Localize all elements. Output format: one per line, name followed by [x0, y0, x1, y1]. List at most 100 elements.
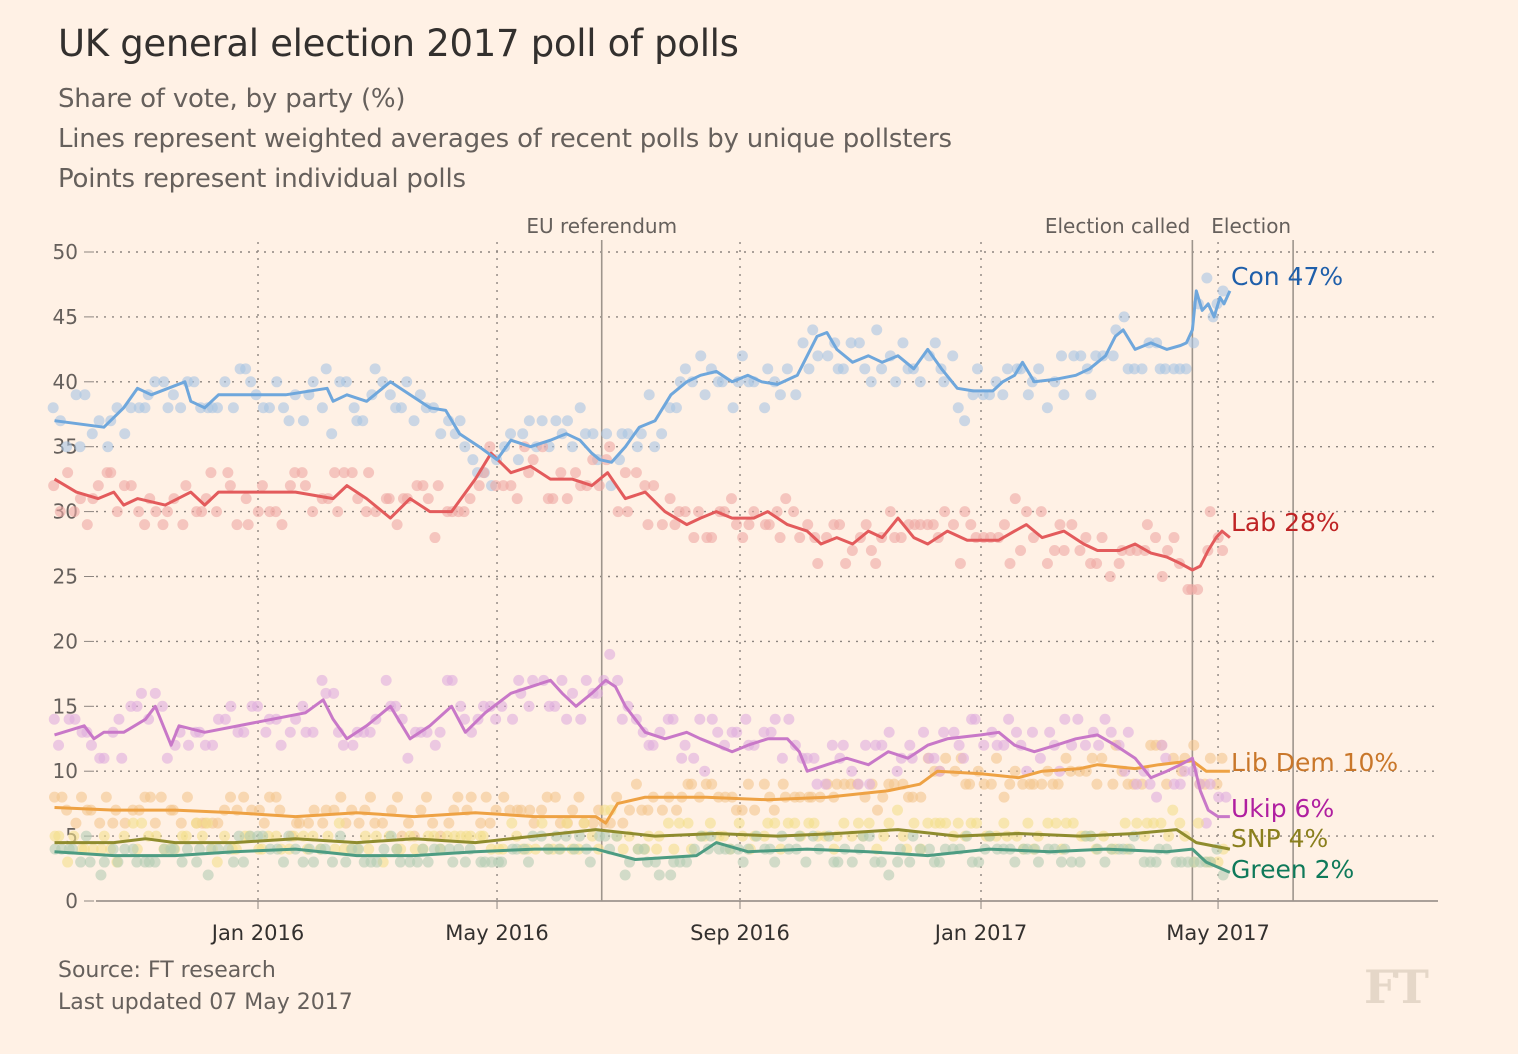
- poll-point: [892, 804, 904, 816]
- poll-point: [904, 739, 916, 751]
- poll-point: [307, 376, 319, 388]
- poll-point: [348, 402, 360, 414]
- poll-point: [1122, 726, 1134, 738]
- poll-point: [429, 532, 441, 544]
- poll-point: [797, 337, 809, 349]
- annotation-label: Election called: [1045, 214, 1191, 238]
- poll-point: [653, 869, 665, 881]
- poll-point: [611, 791, 623, 803]
- poll-point: [308, 856, 320, 868]
- poll-point: [527, 454, 539, 466]
- poll-point: [422, 493, 434, 505]
- poll-point: [434, 843, 446, 855]
- poll-point: [112, 856, 124, 868]
- poll-point: [297, 700, 309, 712]
- poll-point: [679, 739, 691, 751]
- poll-point: [933, 856, 945, 868]
- poll-point: [733, 817, 745, 829]
- poll-point: [181, 843, 193, 855]
- poll-point: [822, 350, 834, 362]
- poll-point: [635, 428, 647, 440]
- poll-point: [671, 804, 683, 816]
- poll-point: [871, 324, 883, 336]
- series-label-snp: SNP 4%: [1231, 824, 1328, 853]
- poll-point: [1216, 752, 1228, 764]
- poll-point: [737, 532, 749, 544]
- poll-point: [1021, 506, 1033, 518]
- poll-point: [877, 791, 889, 803]
- poll-point: [788, 506, 800, 518]
- poll-point: [497, 480, 509, 492]
- poll-point: [56, 791, 68, 803]
- poll-point: [561, 415, 573, 427]
- source-note: Source: FT research: [58, 958, 276, 983]
- poll-point: [386, 804, 398, 816]
- poll-point: [1160, 752, 1172, 764]
- poll-point: [1066, 519, 1078, 531]
- poll-point: [803, 363, 815, 375]
- poll-point: [378, 843, 390, 855]
- poll-point: [1009, 493, 1021, 505]
- poll-point: [888, 778, 900, 790]
- poll-point: [907, 830, 919, 842]
- poll-point: [662, 817, 674, 829]
- poll-point: [98, 830, 110, 842]
- poll-point: [271, 376, 283, 388]
- poll-point: [1049, 545, 1061, 557]
- poll-point: [1107, 350, 1119, 362]
- poll-point: [1096, 532, 1108, 544]
- poll-point: [870, 558, 882, 570]
- poll-point: [656, 519, 668, 531]
- poll-point: [257, 830, 269, 842]
- poll-point: [918, 726, 930, 738]
- poll-point: [459, 856, 471, 868]
- poll-point: [706, 532, 718, 544]
- poll-point: [238, 791, 250, 803]
- poll-point: [473, 480, 485, 492]
- poll-point: [364, 791, 376, 803]
- poll-point: [876, 363, 888, 375]
- poll-point: [47, 402, 59, 414]
- poll-point: [947, 519, 959, 531]
- series-line-snp: [54, 828, 1231, 851]
- poll-point: [904, 856, 916, 868]
- poll-point: [156, 700, 168, 712]
- poll-point: [363, 467, 375, 479]
- poll-point: [363, 843, 375, 855]
- poll-point: [102, 441, 114, 453]
- poll-point: [789, 817, 801, 829]
- poll-point: [505, 428, 517, 440]
- poll-point: [1167, 804, 1179, 816]
- poll-point: [1075, 350, 1087, 362]
- poll-point: [769, 817, 781, 829]
- poll-point: [149, 376, 161, 388]
- poll-point: [883, 817, 895, 829]
- poll-point: [383, 493, 395, 505]
- poll-point: [119, 817, 131, 829]
- poll-point: [938, 726, 950, 738]
- y-tick-label: 25: [53, 565, 78, 589]
- poll-point: [1029, 843, 1041, 855]
- chart-subtitle-1: Share of vote, by party (%): [58, 84, 406, 114]
- poll-point: [222, 467, 234, 479]
- poll-point: [642, 519, 654, 531]
- poll-point: [1074, 545, 1086, 557]
- series-label-green: Green 2%: [1231, 855, 1354, 884]
- poll-point: [302, 817, 314, 829]
- poll-point: [991, 752, 1003, 764]
- poll-point: [630, 778, 642, 790]
- poll-point: [340, 376, 352, 388]
- poll-point: [1027, 778, 1039, 790]
- poll-point: [157, 519, 169, 531]
- poll-point: [417, 843, 429, 855]
- poll-point: [783, 713, 795, 725]
- poll-point: [623, 804, 635, 816]
- poll-point: [496, 856, 508, 868]
- poll-point: [131, 700, 143, 712]
- poll-point: [61, 804, 73, 816]
- poll-point: [155, 791, 167, 803]
- poll-point: [1059, 713, 1071, 725]
- poll-point: [54, 506, 66, 518]
- poll-point: [1174, 817, 1186, 829]
- poll-point: [274, 804, 286, 816]
